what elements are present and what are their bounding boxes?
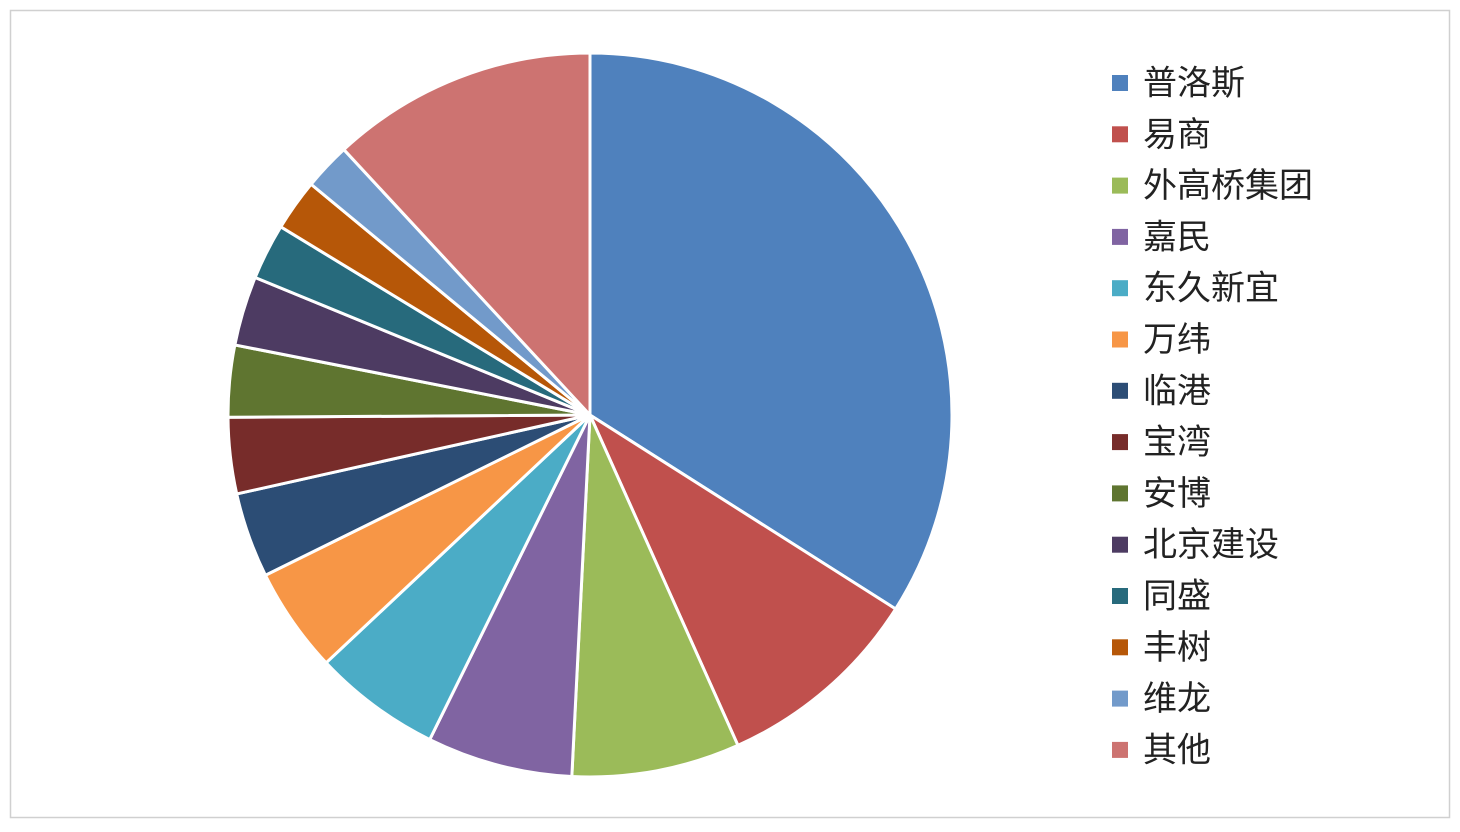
legend-label: 嘉民 bbox=[1143, 217, 1211, 257]
legend-swatch bbox=[1112, 177, 1128, 194]
legend-swatch bbox=[1112, 434, 1128, 451]
legend-swatch bbox=[1112, 639, 1128, 656]
pie-slice bbox=[324, 413, 592, 742]
legend-label: 普洛斯 bbox=[1143, 64, 1245, 104]
legend-label: 维龙 bbox=[1143, 679, 1211, 719]
legend-label: 东久新宜 bbox=[1143, 269, 1279, 309]
pie-slice bbox=[588, 413, 898, 747]
legend-swatch bbox=[1112, 126, 1128, 143]
legend-label: 北京建设 bbox=[1143, 525, 1279, 565]
legend-label: 外高桥集团 bbox=[1143, 166, 1313, 206]
legend-label: 宝湾 bbox=[1143, 423, 1211, 463]
legend-swatch bbox=[1112, 690, 1128, 707]
legend-swatch bbox=[1112, 280, 1128, 297]
pie-slice bbox=[342, 51, 592, 417]
legend-label: 易商 bbox=[1143, 115, 1211, 155]
legend-swatch bbox=[1112, 382, 1128, 399]
legend-label: 临港 bbox=[1143, 371, 1211, 411]
legend-label: 安博 bbox=[1143, 474, 1211, 514]
legend-swatch bbox=[1112, 741, 1128, 758]
pie-slice bbox=[588, 51, 954, 611]
legend-label: 同盛 bbox=[1143, 577, 1211, 617]
legend-swatch bbox=[1112, 228, 1128, 245]
legend-swatch bbox=[1112, 588, 1128, 604]
legend-label: 万纬 bbox=[1143, 320, 1211, 360]
legend-swatch bbox=[1112, 331, 1128, 348]
legend-swatch bbox=[1112, 485, 1128, 502]
pie-slice bbox=[570, 413, 740, 779]
legend-label: 其他 bbox=[1143, 730, 1211, 770]
legend-label: 丰树 bbox=[1143, 628, 1211, 668]
legend-swatch bbox=[1112, 536, 1128, 553]
pie-slice bbox=[428, 413, 592, 779]
legend-swatch bbox=[1112, 75, 1128, 91]
